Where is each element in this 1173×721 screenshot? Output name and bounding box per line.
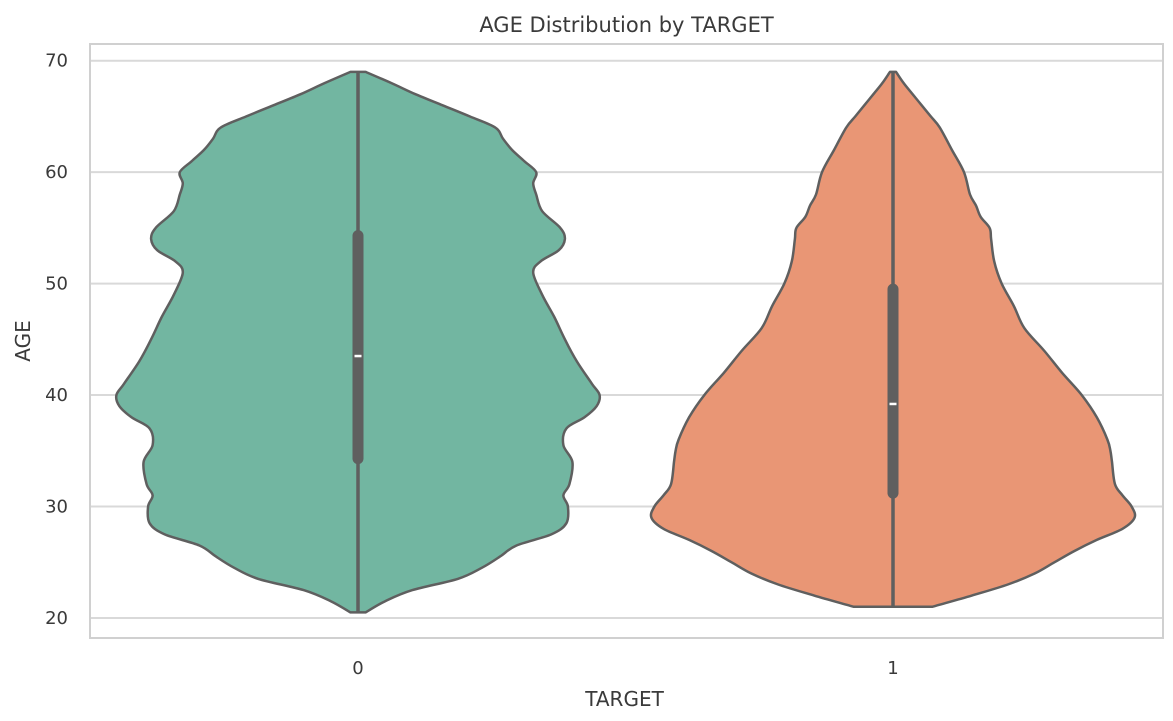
y-axis-label: AGE [11,320,35,361]
plot-frame [89,43,1164,639]
y-tick-label: 50 [45,274,68,295]
x-axis-label: TARGET [584,687,664,711]
y-tick-label: 70 [45,51,68,72]
violin-1 [649,70,1137,609]
y-tick-label: 40 [45,385,68,406]
y-tick-label: 60 [45,162,68,183]
chart-title: AGE Distribution by TARGET [479,13,774,37]
x-tick-label: 0 [352,658,363,679]
violins [114,70,1137,614]
y-tick-labels: 20 30 40 50 60 70 [45,51,68,629]
x-tick-label: 1 [887,658,898,679]
violin-0 [114,70,602,614]
y-tick-label: 20 [45,608,68,629]
y-tick-label: 30 [45,496,68,517]
